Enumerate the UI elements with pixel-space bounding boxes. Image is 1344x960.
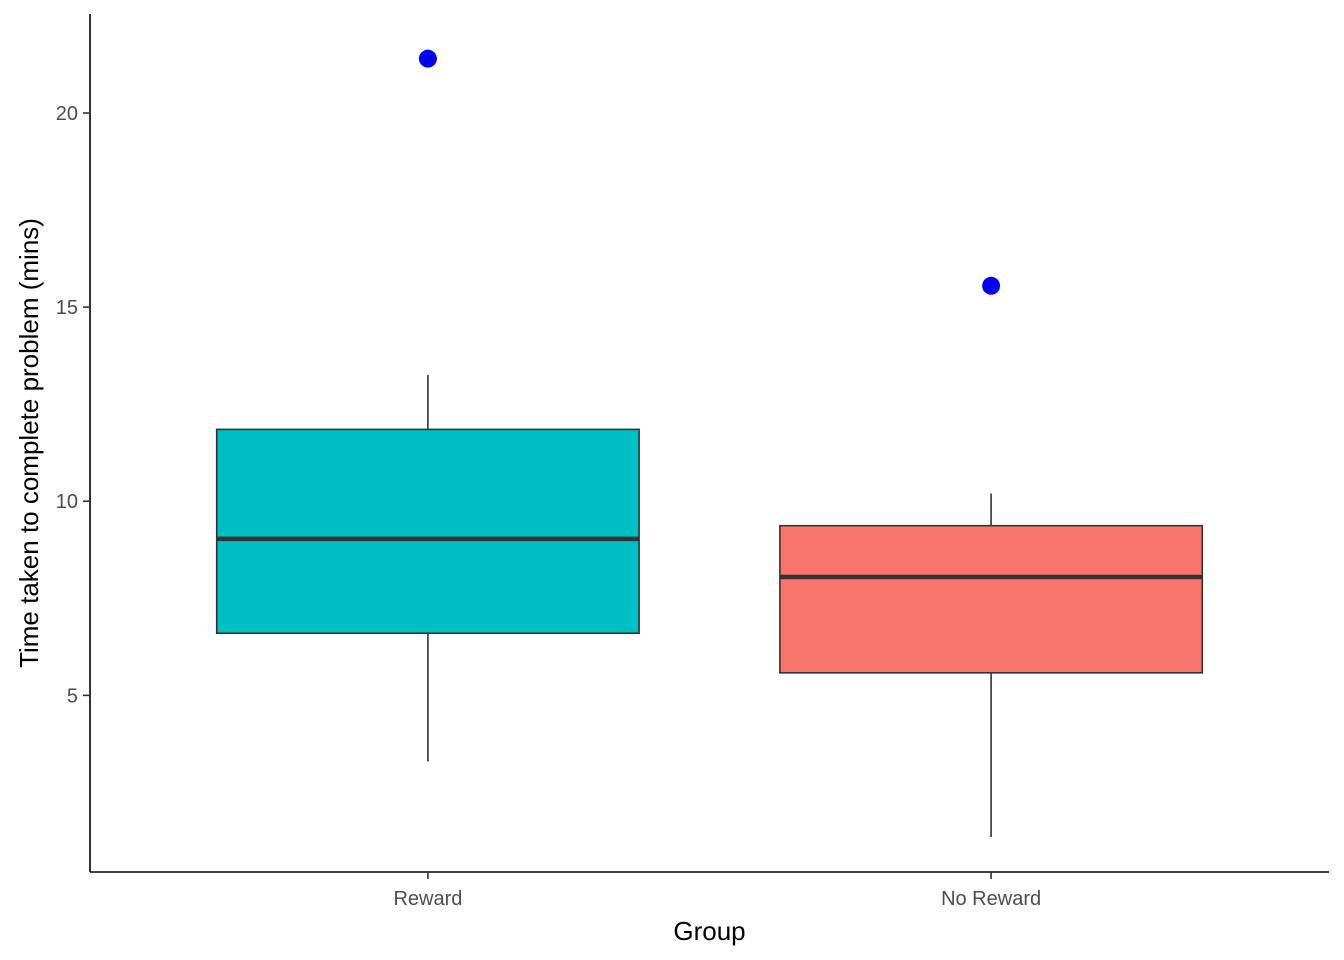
y-axis-ticks: 5 10 15 20 [56,103,90,707]
outlier-point [418,49,437,68]
y-tick-label: 10 [56,491,78,513]
outlier-point [982,276,1001,295]
box-body [779,524,1204,674]
box-reward [215,49,640,762]
box-no-reward [779,276,1204,838]
x-axis-ticks: Reward No Reward [393,872,1041,910]
y-axis-title: Time taken to complete problem (mins) [14,218,44,668]
x-tick-label: No Reward [941,888,1041,910]
y-tick-label: 5 [67,685,78,707]
box-body [215,428,640,635]
x-tick-label: Reward [393,888,462,910]
x-axis-title: Group [673,916,745,946]
y-tick-label: 15 [56,297,78,319]
plot-area [215,49,1204,838]
y-tick-label: 20 [56,103,78,125]
